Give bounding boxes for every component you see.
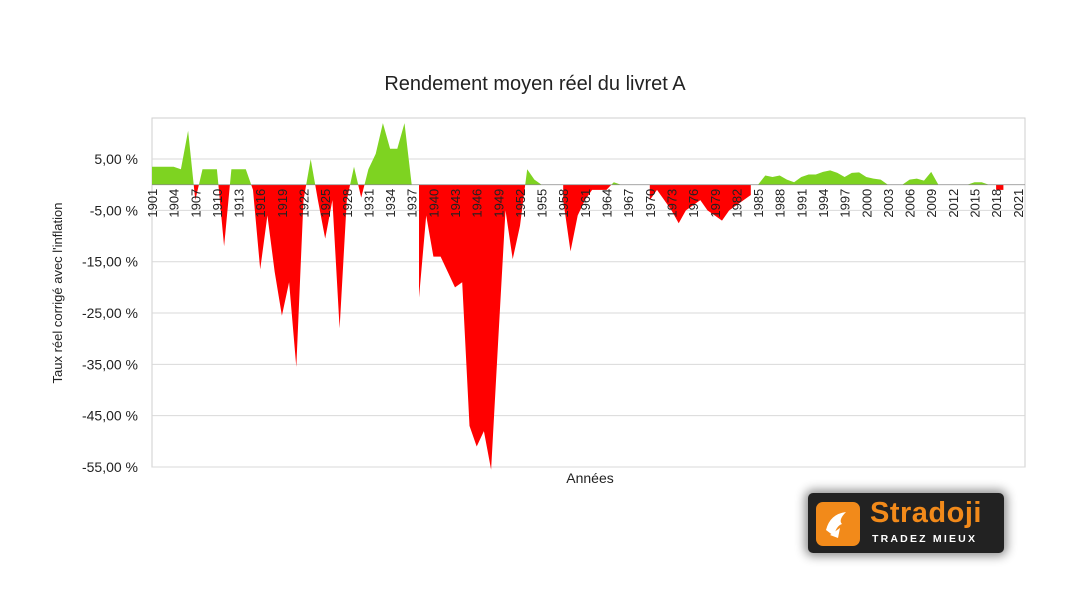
x-tick-label: 1967 (621, 189, 636, 218)
x-tick-label: 1988 (773, 189, 788, 218)
x-tick-label: 1961 (578, 189, 593, 218)
x-tick-label: 1994 (816, 189, 831, 218)
x-tick-label: 2021 (1011, 189, 1026, 218)
y-tick-label: -35,00 % (82, 356, 138, 372)
x-tick-label: 2000 (859, 189, 874, 218)
x-tick-label: 1943 (448, 189, 463, 218)
x-tick-label: 2012 (946, 189, 961, 218)
x-tick-label: 1955 (535, 189, 550, 218)
x-tick-label: 1928 (340, 189, 355, 218)
x-tick-label: 1979 (708, 189, 723, 218)
positive-area (350, 166, 359, 185)
x-tick-label: 2006 (903, 189, 918, 218)
x-tick-label: 1922 (297, 189, 312, 218)
negative-area (358, 184, 365, 198)
x-tick-label: 1931 (361, 189, 376, 218)
negative-area (218, 184, 230, 247)
x-tick-label: 1901 (145, 189, 160, 218)
logo-name: Stradoji (870, 497, 982, 529)
x-tick-label: 1925 (318, 189, 333, 218)
y-tick-label: -25,00 % (82, 305, 138, 321)
stradoji-logo-icon (816, 502, 860, 546)
x-tick-label: 1976 (686, 189, 701, 218)
x-tick-label: 1973 (665, 189, 680, 218)
data-areas (152, 123, 1025, 470)
negative-area (996, 184, 1004, 190)
positive-area (152, 130, 194, 185)
x-tick-label: 2015 (968, 189, 983, 218)
negative-area (649, 184, 751, 224)
x-axis-label: Années (566, 470, 613, 486)
negative-area (193, 184, 199, 201)
x-tick-label: 1907 (188, 189, 203, 218)
positive-area (229, 169, 252, 185)
positive-area (198, 169, 219, 185)
x-tick-label: 1997 (838, 189, 853, 218)
logo-tagline: TRADEZ MIEUX (872, 533, 978, 545)
y-axis-label: Taux réel corrigé avec l'inflation (50, 203, 65, 384)
x-tick-labels: 1901 1904 1907 1910 1913 1916 1919 1922 1925 1928… (145, 189, 1026, 218)
chart-title: Rendement moyen réel du livret A (384, 73, 686, 95)
positive-area (758, 170, 989, 185)
negative-area (419, 184, 526, 470)
x-tick-label: 1913 (232, 189, 247, 218)
x-tick-label: 1982 (729, 189, 744, 218)
y-tick-label: 5,00 % (94, 151, 138, 167)
x-tick-label: 1946 (470, 189, 485, 218)
x-tick-label: 1904 (167, 189, 182, 218)
x-tick-label: 2003 (881, 189, 896, 218)
x-tick-label: 1985 (751, 189, 766, 218)
x-tick-label: 1934 (383, 189, 398, 218)
positive-area (611, 182, 643, 185)
stradoji-logo: Stradoji TRADEZ MIEUX (808, 493, 1004, 553)
y-tick-label: -45,00 % (82, 408, 138, 424)
positive-area (364, 123, 412, 185)
negative-area (251, 184, 307, 367)
x-tick-label: 1949 (491, 189, 506, 218)
gridlines (152, 158, 1025, 468)
x-tick-label: 1937 (405, 189, 420, 218)
positive-area (525, 169, 556, 185)
y-tick-label: -5,00 % (90, 202, 138, 218)
y-tick-label: -55,00 % (82, 459, 138, 475)
negative-area (563, 184, 612, 252)
y-tick-label: -15,00 % (82, 254, 138, 270)
y-tick-labels: 5,00 % -5,00 % -15,00 % -25,00 % -35,00 % -45… (82, 151, 138, 475)
x-tick-label: 1952 (513, 189, 528, 218)
x-tick-label: 1970 (643, 189, 658, 218)
x-tick-label: 1916 (253, 189, 268, 218)
x-tick-label: 2018 (989, 189, 1004, 218)
x-tick-label: 1958 (556, 189, 571, 218)
x-tick-label: 1964 (600, 189, 615, 218)
x-tick-label: 1919 (275, 189, 290, 218)
x-tick-label: 1910 (210, 189, 225, 218)
x-tick-label: 2009 (924, 189, 939, 218)
x-tick-label: 1991 (794, 189, 809, 218)
negative-area (315, 184, 351, 329)
positive-area (306, 159, 316, 185)
x-tick-label: 1940 (426, 189, 441, 218)
